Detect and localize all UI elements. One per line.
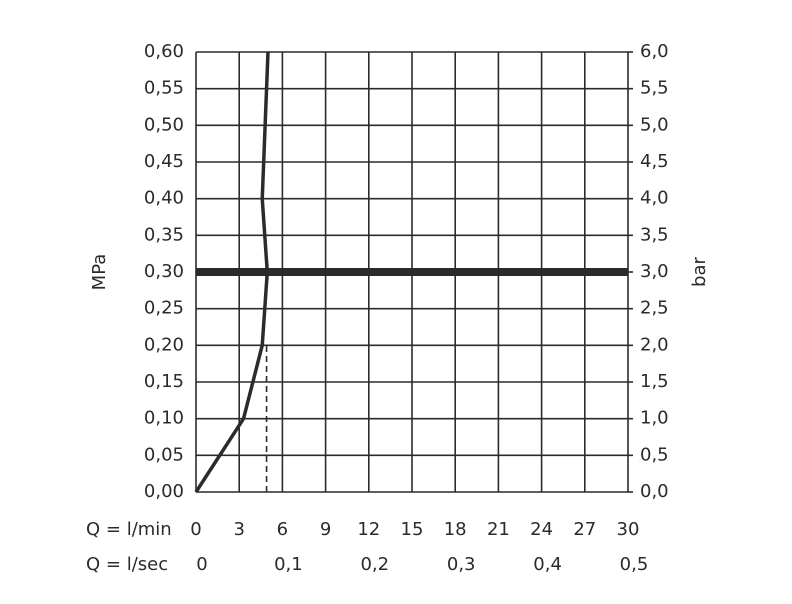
x2-axis-label: Q = l/sec: [86, 554, 168, 575]
y2-tick-label: 6,0: [640, 41, 669, 62]
x-tick-label: 0: [190, 519, 201, 540]
x2-tick-label: 0,3: [447, 554, 476, 575]
y2-tick-label: 0,0: [640, 481, 669, 502]
y2-tick-label: 3,5: [640, 224, 669, 245]
y-tick-label: 0,45: [144, 151, 184, 172]
y-tick-label: 0,30: [144, 261, 184, 282]
y2-axis-label: bar: [689, 256, 710, 286]
x-tick-label: 9: [320, 519, 331, 540]
x-tick-label: 6: [277, 519, 288, 540]
y2-tick-label: 2,0: [640, 334, 669, 355]
y-tick-label: 0,25: [144, 298, 184, 319]
y2-tick-label: 1,0: [640, 408, 669, 429]
y-axis-label: MPa: [89, 254, 110, 291]
x-tick-label: 12: [357, 519, 380, 540]
x2-tick-label: 0: [196, 554, 207, 575]
y2-tick-label: 5,0: [640, 114, 669, 135]
x-tick-label: 15: [401, 519, 424, 540]
y-tick-label: 0,05: [144, 444, 184, 465]
y-tick-label: 0,35: [144, 224, 184, 245]
x-tick-label: 21: [487, 519, 510, 540]
y2-tick-label: 3,0: [640, 261, 669, 282]
x2-tick-label: 0,4: [533, 554, 562, 575]
x-tick-label: 18: [444, 519, 467, 540]
x2-tick-label: 0,2: [360, 554, 389, 575]
y-tick-label: 0,50: [144, 114, 184, 135]
y-tick-label: 0,15: [144, 371, 184, 392]
y2-tick-label: 5,5: [640, 78, 669, 99]
y2-tick-label: 4,5: [640, 151, 669, 172]
x-tick-label: 27: [573, 519, 596, 540]
y2-tick-label: 0,5: [640, 444, 669, 465]
y2-tick-label: 4,0: [640, 188, 669, 209]
y-tick-label: 0,55: [144, 78, 184, 99]
y-tick-label: 0,40: [144, 188, 184, 209]
x-tick-label: 30: [617, 519, 640, 540]
data-line: [194, 51, 270, 493]
x-tick-label: 24: [530, 519, 553, 540]
x-tick-label: 3: [233, 519, 244, 540]
y-tick-label: 0,00: [144, 481, 184, 502]
y2-tick-label: 1,5: [640, 371, 669, 392]
x2-tick-label: 0,5: [620, 554, 649, 575]
y-tick-label: 0,10: [144, 408, 184, 429]
y-tick-label: 0,60: [144, 41, 184, 62]
y2-tick-label: 2,5: [640, 298, 669, 319]
x-axis-label: Q = l/min: [86, 519, 172, 540]
x2-tick-label: 0,1: [274, 554, 303, 575]
y-tick-label: 0,20: [144, 334, 184, 355]
